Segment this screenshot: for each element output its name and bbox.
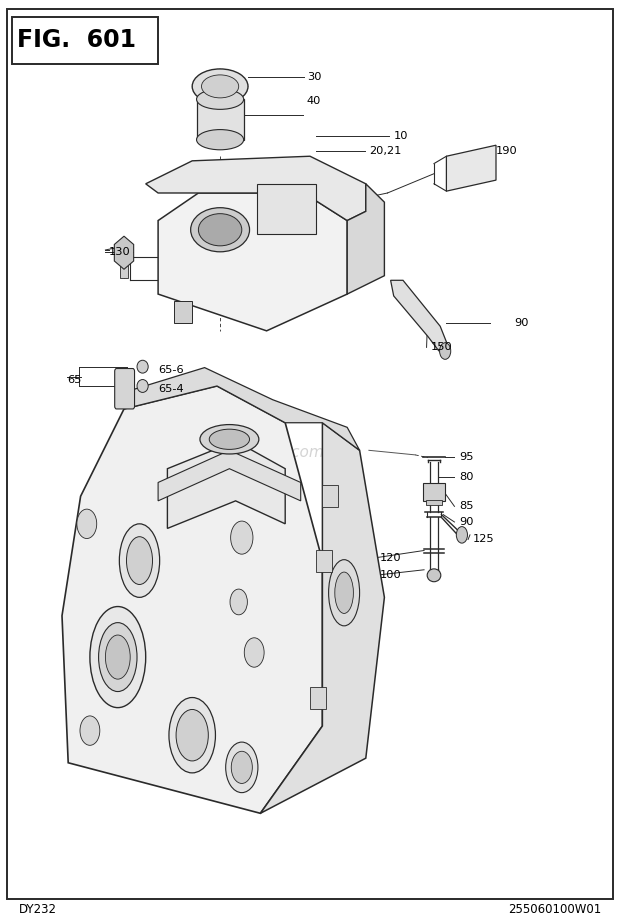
Ellipse shape	[192, 69, 248, 104]
Ellipse shape	[137, 360, 148, 373]
Bar	[120, 255, 128, 278]
Text: 85: 85	[459, 502, 473, 511]
Polygon shape	[146, 156, 366, 221]
Text: 10: 10	[394, 131, 408, 141]
Polygon shape	[158, 193, 347, 331]
Bar	[12, 17, 158, 64]
Ellipse shape	[137, 380, 148, 392]
Ellipse shape	[244, 638, 264, 667]
Text: 20,21: 20,21	[369, 146, 401, 155]
Bar	[423, 483, 445, 501]
Text: 65-4: 65-4	[158, 384, 184, 393]
Polygon shape	[347, 184, 384, 294]
Ellipse shape	[119, 524, 160, 597]
Ellipse shape	[231, 521, 253, 554]
Polygon shape	[446, 145, 496, 191]
Text: DY232: DY232	[19, 903, 56, 916]
Text: parts.com: parts.com	[247, 445, 324, 460]
Bar	[310, 687, 326, 709]
Text: FIG.  601: FIG. 601	[17, 28, 136, 52]
Ellipse shape	[202, 75, 239, 97]
Bar	[426, 500, 442, 505]
Polygon shape	[158, 450, 301, 501]
Text: 95: 95	[459, 452, 473, 461]
Ellipse shape	[176, 709, 208, 761]
Ellipse shape	[126, 537, 153, 584]
Text: 80: 80	[459, 472, 473, 482]
Text: 100: 100	[379, 571, 401, 580]
Bar	[257, 184, 316, 234]
Ellipse shape	[77, 509, 97, 539]
FancyBboxPatch shape	[115, 369, 135, 409]
Polygon shape	[391, 280, 446, 351]
Polygon shape	[121, 368, 360, 450]
Bar	[316, 550, 332, 572]
Ellipse shape	[226, 743, 258, 792]
Ellipse shape	[191, 208, 249, 252]
Ellipse shape	[210, 429, 249, 449]
Text: 65-6: 65-6	[158, 366, 184, 375]
Polygon shape	[167, 441, 285, 528]
Ellipse shape	[80, 716, 100, 745]
Bar	[197, 99, 244, 140]
Text: 125: 125	[472, 535, 494, 544]
Text: 40: 40	[307, 96, 321, 106]
Ellipse shape	[200, 425, 259, 454]
Polygon shape	[114, 236, 134, 269]
Text: 150: 150	[431, 343, 453, 352]
Ellipse shape	[90, 607, 146, 708]
Ellipse shape	[198, 214, 242, 245]
Text: 65: 65	[67, 375, 81, 384]
Ellipse shape	[99, 623, 137, 692]
Text: 130: 130	[108, 247, 130, 256]
Ellipse shape	[197, 89, 244, 109]
Text: 90: 90	[459, 517, 473, 527]
Polygon shape	[260, 423, 384, 813]
Text: 255060100W01: 255060100W01	[508, 903, 601, 916]
Ellipse shape	[456, 527, 467, 543]
Bar	[174, 301, 192, 323]
Ellipse shape	[105, 635, 130, 679]
Ellipse shape	[440, 343, 451, 359]
Ellipse shape	[230, 589, 247, 615]
Text: 120: 120	[379, 553, 401, 562]
Ellipse shape	[427, 569, 441, 582]
Text: 90: 90	[515, 319, 529, 328]
Ellipse shape	[231, 752, 252, 783]
Ellipse shape	[169, 698, 216, 773]
Bar	[322, 485, 338, 507]
Text: 30: 30	[307, 73, 321, 82]
Ellipse shape	[335, 572, 353, 614]
Ellipse shape	[197, 130, 244, 150]
Text: 190: 190	[496, 146, 518, 155]
Ellipse shape	[329, 560, 360, 626]
Polygon shape	[62, 386, 322, 813]
